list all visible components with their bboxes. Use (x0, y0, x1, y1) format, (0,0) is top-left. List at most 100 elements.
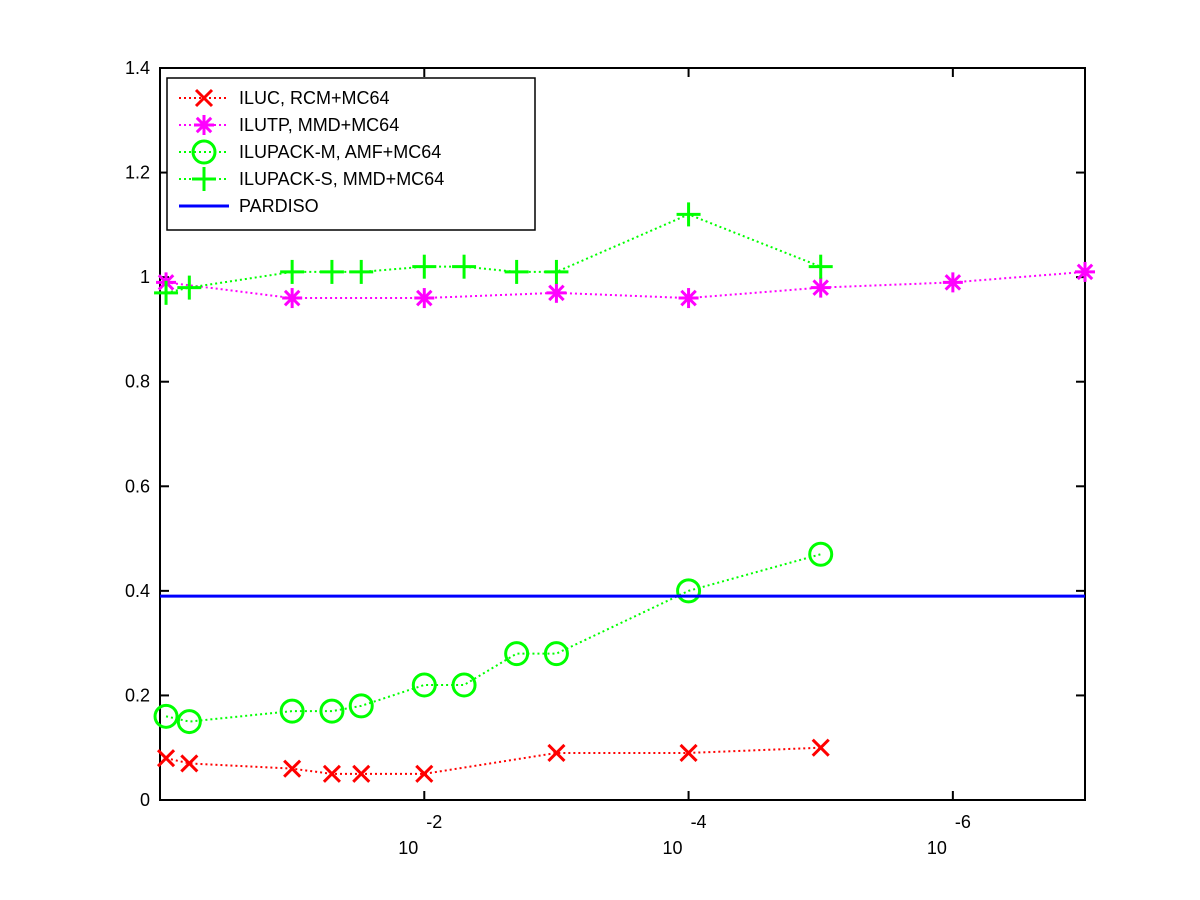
data-point (547, 743, 566, 763)
data-point (676, 202, 701, 227)
marker-star-stroke (680, 289, 697, 307)
marker-circle (279, 698, 305, 724)
data-point (412, 254, 437, 279)
axes-frame (159, 67, 1086, 801)
marker-star-stroke (283, 289, 301, 307)
y-axis: 0 0.2 0.4 0.6 0.8 1 1.2 1.4 (125, 58, 1085, 810)
axes-box (159, 67, 1086, 801)
marker-circle (348, 693, 374, 719)
legend-label: ILUPACK-S, MMD+MC64 (239, 169, 444, 189)
data-point (1075, 261, 1095, 282)
legend-marker (194, 88, 214, 108)
data-point (411, 672, 437, 698)
y-tick-label: 1 (140, 267, 150, 287)
data-point (153, 703, 179, 729)
data-point (544, 259, 569, 284)
data-point (348, 693, 374, 719)
marker-circle (808, 541, 834, 567)
marker-star-stroke (195, 116, 213, 134)
marker-x-stroke (811, 738, 830, 757)
legend-marker (191, 139, 217, 165)
marker-star-stroke (812, 279, 829, 296)
data-point (811, 738, 830, 757)
data-point (678, 288, 699, 309)
marker-x-stroke (322, 764, 341, 783)
series-line (165, 553, 821, 723)
legend-entry: ILUC, RCM+MC64 (179, 88, 390, 108)
y-tick-label: 0 (140, 790, 150, 810)
y-tick-label: 1.4 (125, 58, 150, 78)
marker-x-stroke (352, 764, 371, 783)
data-point (679, 743, 698, 763)
marker-circle (676, 578, 702, 604)
marker-circle (543, 641, 569, 667)
data-point (280, 259, 305, 284)
legend-entry: ILUPACK-S, MMD+MC64 (179, 167, 444, 191)
marker-circle (451, 672, 477, 698)
legend-marker (194, 115, 214, 135)
legend-label: ILUC, RCM+MC64 (239, 88, 390, 108)
marker-star-stroke (1076, 263, 1094, 281)
marker-x-stroke (283, 759, 302, 778)
legend-entry: PARDISO (179, 196, 319, 216)
x-axis: -2 10 -4 10 -6 10 (398, 68, 971, 858)
series-2 (153, 541, 834, 735)
x-tick-base: 10 (927, 838, 947, 858)
data-point (349, 259, 374, 284)
data-point (504, 641, 530, 667)
marker-circle (176, 709, 202, 735)
x-tick-base: 10 (663, 838, 683, 858)
y-tick-label: 0.8 (125, 372, 150, 392)
marker-x-stroke (415, 764, 434, 783)
legend-entry: ILUTP, MMD+MC64 (179, 115, 399, 135)
data-point (319, 259, 344, 284)
series-line (165, 746, 821, 775)
legend-marker (192, 167, 216, 191)
legend: ILUC, RCM+MC64 ILUTP, MMD+MC64 ILUPACK-M, … (166, 77, 536, 231)
data-point (414, 288, 435, 309)
data-point (322, 764, 341, 783)
data-point (942, 272, 963, 293)
data-point (156, 749, 176, 768)
marker-star-stroke (548, 284, 565, 302)
data-point (543, 641, 569, 667)
data-point (808, 254, 833, 279)
series-0 (156, 738, 830, 783)
series-1 (156, 261, 1095, 309)
legend-label: ILUTP, MMD+MC64 (239, 115, 399, 135)
data-point (282, 288, 303, 309)
x-tick-exponent: -6 (955, 812, 971, 832)
marker-x-stroke (180, 754, 199, 773)
y-tick-label: 1.2 (125, 163, 150, 183)
marker-circle (153, 703, 179, 729)
data-point (283, 759, 302, 778)
data-point (546, 282, 567, 303)
data-point (180, 754, 199, 773)
marker-circle (504, 641, 530, 667)
data-point (319, 698, 345, 724)
marker-x-stroke (547, 743, 566, 763)
series-line (165, 270, 1086, 300)
marker-circle (319, 698, 345, 724)
y-tick-label: 0.6 (125, 476, 150, 496)
data-point (176, 709, 202, 735)
data-point (352, 764, 371, 783)
data-point (154, 280, 179, 305)
marker-star-stroke (416, 289, 433, 307)
series-layer (153, 202, 1095, 783)
x-tick-base: 10 (398, 838, 418, 858)
marker-star-stroke (944, 274, 962, 291)
marker-circle (191, 139, 217, 165)
data-point (808, 541, 834, 567)
data-point (279, 698, 305, 724)
legend-label: ILUPACK-M, AMF+MC64 (239, 142, 441, 162)
data-point (810, 277, 831, 298)
x-tick-exponent: -2 (426, 812, 442, 832)
legend-label: PARDISO (239, 196, 319, 216)
data-point (452, 254, 477, 279)
marker-x-stroke (156, 749, 176, 768)
x-tick-exponent: -4 (691, 812, 707, 832)
legend-entry: ILUPACK-M, AMF+MC64 (179, 139, 441, 165)
marker-circle (411, 672, 437, 698)
